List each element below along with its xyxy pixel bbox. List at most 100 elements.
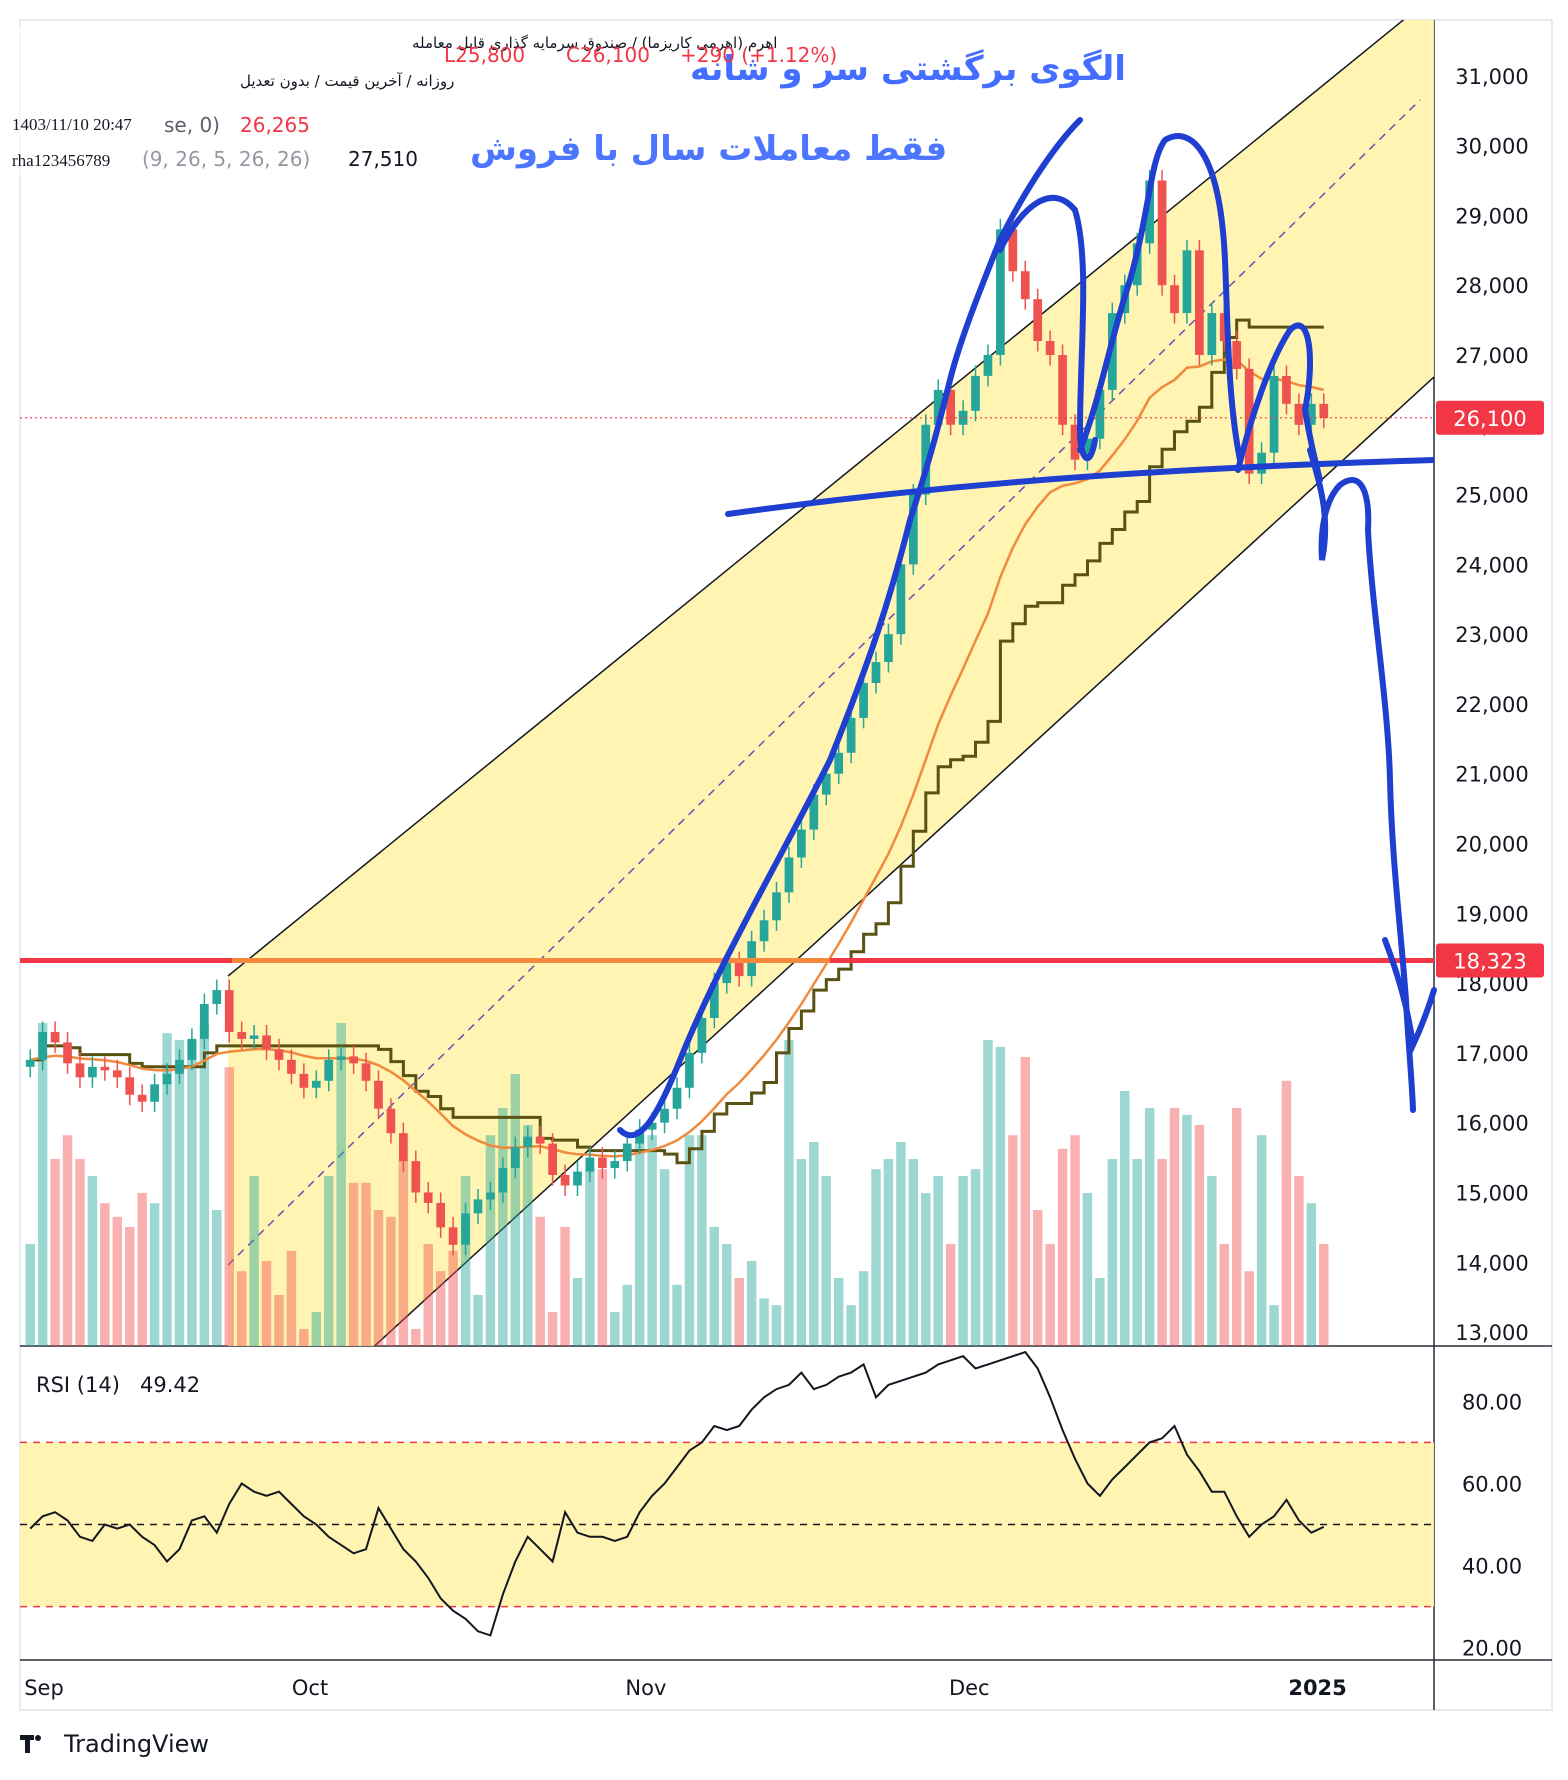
- chart-frame: [19, 19, 1553, 1711]
- volume-bar: [236, 1271, 247, 1346]
- volume-bar: [37, 1023, 48, 1346]
- volume-bar: [75, 1159, 85, 1346]
- ohlc-change: +290 (+1.12%): [680, 43, 837, 67]
- candle: [672, 1077, 682, 1120]
- hand-drawn-trend-stroke[interactable]: [617, 117, 1083, 1139]
- candle: [884, 623, 893, 673]
- channel-median-line[interactable]: [227, 99, 1421, 1266]
- last-price-badge-text: 26,100: [1453, 407, 1526, 431]
- candle: [349, 1045, 358, 1074]
- price-tick-label: 15,000: [1455, 1181, 1528, 1205]
- price-tick-label: 17,000: [1455, 1042, 1528, 1066]
- candle: [38, 1021, 48, 1071]
- volume-bar: [510, 1074, 521, 1346]
- candle: [834, 742, 844, 785]
- projected-drop-arrow[interactable]: [1307, 447, 1416, 1113]
- volume-bar: [1182, 1114, 1192, 1346]
- volume-bar: [348, 1182, 359, 1346]
- candle: [734, 951, 744, 987]
- left-shoulder-arc[interactable]: [997, 194, 1098, 462]
- rsi-legend-name[interactable]: RSI (14): [36, 1373, 120, 1397]
- rsi-legend-value: 49.42: [140, 1373, 200, 1397]
- candle: [274, 1038, 284, 1071]
- volume-bar: [1032, 1210, 1043, 1346]
- volume-bar: [1020, 1057, 1030, 1346]
- volume-bar: [1281, 1080, 1292, 1346]
- volume-bar: [411, 1329, 421, 1346]
- volume-bar: [672, 1284, 682, 1346]
- neckline-stroke[interactable]: [725, 457, 1434, 517]
- candle: [1207, 302, 1217, 366]
- pattern-subtitle-annotation: فقط معاملات سال با فروش: [470, 129, 947, 169]
- volume-bar: [871, 1169, 881, 1346]
- rsi-axis[interactable]: 20.00 40.00 60.00 80.00: [1462, 1390, 1522, 1660]
- volume-bar: [535, 1216, 545, 1346]
- channel-upper-line[interactable]: [227, 0, 1434, 977]
- volume-bar: [212, 1210, 222, 1346]
- candle: [859, 672, 868, 729]
- volume-bar: [485, 1135, 496, 1346]
- tradingview-logo[interactable]: TradingView: [20, 1730, 209, 1758]
- time-axis[interactable]: SepOctNovDec2025Feb: [24, 1676, 1568, 1700]
- price-tick-label: 31,000: [1455, 65, 1528, 89]
- rsi-tick-label: 40.00: [1462, 1555, 1522, 1579]
- volume-bar: [473, 1295, 483, 1346]
- price-tick-label: 23,000: [1455, 623, 1528, 647]
- volume-bar: [697, 1135, 707, 1346]
- volume-bar: [398, 1159, 409, 1346]
- volume-bar: [983, 1040, 993, 1346]
- candle: [560, 1164, 570, 1196]
- volume-bar: [523, 1125, 533, 1346]
- volume-bar: [970, 1169, 981, 1346]
- volume-bar: [1194, 1125, 1205, 1346]
- candle: [510, 1136, 520, 1179]
- rsi-line: [29, 1350, 1325, 1637]
- candle: [585, 1147, 595, 1182]
- candle: [971, 365, 980, 422]
- price-tick-label: 21,000: [1455, 763, 1528, 787]
- price-tick-label: 14,000: [1455, 1251, 1528, 1275]
- volume-bar: [958, 1176, 968, 1346]
- candle: [100, 1056, 110, 1081]
- candle: [150, 1073, 159, 1113]
- candle: [262, 1024, 271, 1060]
- volume-bar: [597, 1169, 608, 1346]
- candle: [50, 1021, 60, 1053]
- volume-bar: [1219, 1244, 1230, 1346]
- price-tick-label: 28,000: [1455, 274, 1528, 298]
- volume-bar: [1045, 1244, 1055, 1346]
- time-tick-label: Nov: [625, 1676, 666, 1700]
- candle: [1282, 365, 1291, 415]
- candle: [287, 1049, 296, 1085]
- candle: [249, 1024, 259, 1050]
- parallel-channel-fill[interactable]: [228, 0, 1434, 1480]
- candle: [88, 1056, 97, 1088]
- volume-bar: [622, 1284, 632, 1346]
- candle: [784, 847, 794, 903]
- candle: [697, 1007, 707, 1064]
- candle: [1020, 260, 1030, 310]
- volume-bar: [933, 1176, 943, 1346]
- price-tick-label: 13,000: [1455, 1321, 1528, 1345]
- candle: [797, 819, 806, 868]
- right-shoulder-arc[interactable]: [1235, 322, 1323, 483]
- candle: [137, 1084, 147, 1113]
- ichimoku-legend-params[interactable]: (9, 26, 5, 26, 26): [142, 147, 310, 171]
- volume-bar: [224, 1067, 234, 1346]
- volume-bar: [1269, 1305, 1279, 1346]
- ma-legend-label[interactable]: se, 0): [164, 113, 220, 137]
- price-tick-label: 24,000: [1455, 553, 1528, 577]
- channel-lower-line[interactable]: [228, 376, 1434, 1480]
- candle: [1319, 393, 1329, 429]
- candle: [63, 1031, 72, 1074]
- symbol-title[interactable]: اهرم (اهرمی کاریزما) / صندوق سرمایه گذار…: [412, 34, 777, 52]
- volume-bar: [833, 1278, 844, 1346]
- volume-bar: [610, 1312, 620, 1346]
- head-arc[interactable]: [1077, 133, 1243, 463]
- ohlc-low: L25,800: [444, 43, 525, 67]
- volume-bar: [174, 1040, 185, 1346]
- price-axis[interactable]: 13,00014,00015,00016,00017,00018,00019,0…: [1455, 65, 1528, 1345]
- candle: [772, 881, 781, 931]
- volume-bar: [62, 1135, 73, 1346]
- volume-bar: [87, 1176, 98, 1346]
